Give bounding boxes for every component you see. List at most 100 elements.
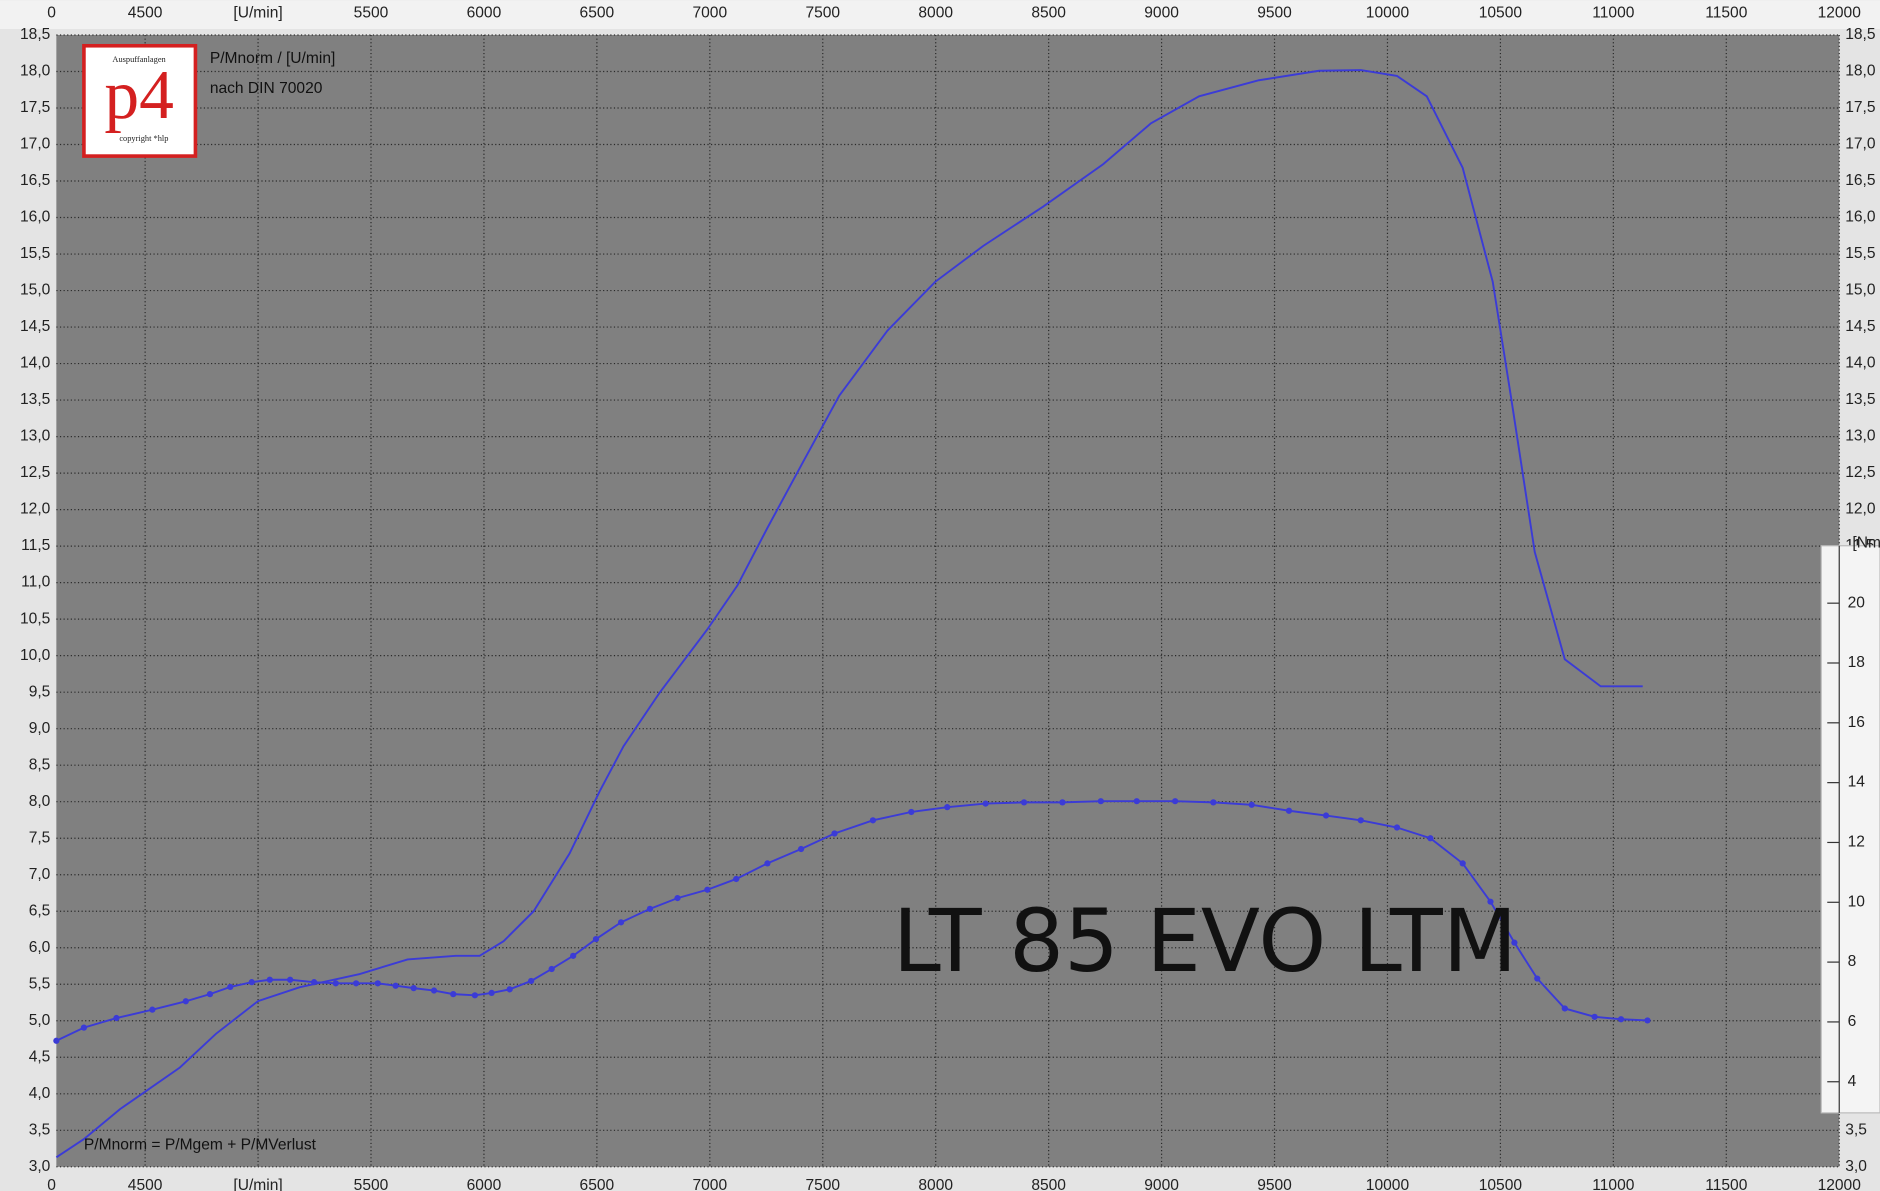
y2-tick-label: 20	[1848, 594, 1866, 611]
y-tick-label: 11,0	[21, 574, 50, 591]
data-point	[733, 875, 740, 883]
data-point	[1322, 812, 1330, 819]
data-point	[1357, 817, 1364, 824]
y2-tick-label: 18	[1848, 654, 1865, 671]
data-point	[310, 979, 318, 986]
data-point	[1210, 799, 1217, 806]
data-point	[506, 986, 513, 993]
x-tick-label: 6500	[580, 1177, 615, 1191]
x-tick-label: 9000	[1144, 5, 1179, 22]
y-tick-label: 12,5	[20, 464, 51, 481]
data-point	[471, 992, 479, 999]
series-line	[55, 69, 1643, 1159]
y-tick-label: 6,0	[29, 939, 51, 956]
y2-tick-label: 12,5	[1845, 464, 1876, 481]
x-tick-label: 10500	[1479, 5, 1523, 22]
y2-tick-label: 8	[1848, 953, 1857, 970]
y-tick-label: 5,0	[29, 1012, 51, 1029]
y-tick-label: 8,0	[29, 793, 51, 810]
y-tick-label: 13,0	[20, 428, 51, 445]
y2-tick-label: 16,0	[1845, 209, 1876, 226]
y2-tick-label: 17,5	[1845, 99, 1876, 116]
y-tick-label: 10,0	[20, 647, 51, 664]
y2-tick-label: 18,5	[1845, 26, 1876, 43]
data-point	[1285, 807, 1293, 814]
data-point	[488, 989, 495, 997]
data-point	[53, 1037, 60, 1044]
data-point	[182, 998, 189, 1005]
y2-tick-label: 16,5	[1845, 172, 1876, 189]
y2-tick-label: 13,5	[1845, 391, 1876, 408]
data-point	[430, 987, 438, 994]
data-point	[1534, 975, 1541, 982]
data-point	[1020, 799, 1028, 806]
x-tick-label: 6000	[467, 1177, 502, 1191]
y2-axis-panel	[1820, 545, 1880, 1114]
y-tick-label: 9,0	[29, 720, 51, 737]
y2-tick-label: 6	[1848, 1013, 1857, 1030]
y-tick-label: 17,5	[20, 99, 51, 116]
data-point	[410, 985, 417, 992]
grid	[56, 34, 1840, 1168]
x-tick-label: 4500	[128, 5, 163, 22]
data-point	[831, 830, 838, 837]
x-tick-label: 10500	[1479, 1177, 1523, 1191]
data-point	[1393, 824, 1401, 831]
data-point	[1511, 939, 1518, 946]
y-tick-label: 10,5	[20, 610, 51, 627]
data-point	[1561, 1005, 1568, 1012]
data-point	[1133, 798, 1140, 805]
x-tick-label: 9500	[1257, 1177, 1292, 1191]
x-tick-label: 7000	[692, 5, 727, 22]
data-point	[227, 983, 234, 991]
y-tick-label: 18,0	[20, 63, 51, 80]
x-tick-label: 11000	[1592, 1177, 1634, 1191]
y2-tick-label: 12,0	[1845, 501, 1876, 518]
data-point	[674, 894, 681, 902]
y2-tick-label: 15,0	[1845, 282, 1876, 299]
y-tick-label: 18,5	[20, 26, 51, 43]
y2-tick-label: 10	[1848, 893, 1866, 910]
x-tick-label: 6500	[580, 5, 615, 22]
y-tick-label: 15,0	[20, 282, 51, 299]
x-tick-label: 8500	[1031, 1177, 1066, 1191]
plot-area	[56, 34, 1840, 1167]
data-point	[248, 979, 255, 986]
data-point	[1487, 898, 1494, 905]
y-tick-label: 5,5	[29, 975, 51, 992]
y2-tick-label: 3,5	[1845, 1121, 1867, 1138]
data-point	[1644, 1017, 1651, 1024]
data-point	[548, 965, 555, 973]
data-point	[332, 980, 339, 987]
x-tick-label: 8500	[1031, 5, 1066, 22]
x-tick-label: 9000	[1144, 1177, 1179, 1191]
y-tick-label: 4,0	[29, 1085, 51, 1102]
y-tick-label: 3,0	[29, 1158, 51, 1175]
data-point	[944, 804, 951, 811]
data-point	[592, 935, 600, 943]
y2-tick-label: 4	[1848, 1073, 1857, 1090]
data-point	[1427, 835, 1434, 842]
data-point	[1459, 860, 1466, 867]
data-point	[266, 976, 273, 983]
x-tick-label: 11500	[1705, 5, 1747, 22]
data-point	[1617, 1016, 1625, 1023]
y2-tick-label: 14,0	[1845, 355, 1876, 372]
data-point	[149, 1006, 156, 1013]
data-point	[617, 919, 625, 926]
corner-label: 0	[47, 1177, 56, 1191]
annotation: P/Mnorm = P/Mgem + P/MVerlust	[84, 1136, 317, 1153]
y2-tick-label: 14,5	[1845, 318, 1876, 335]
y-tick-label: 14,0	[20, 355, 51, 372]
data-point	[206, 990, 214, 998]
x-tick-label: 7500	[805, 1177, 840, 1191]
y2-tick-label: 13,0	[1845, 428, 1876, 445]
y-tick-label: 14,5	[20, 318, 51, 335]
data-point	[352, 980, 360, 987]
y-tick-label: 11,5	[21, 537, 50, 554]
x-tick-label: 12000	[1818, 5, 1862, 22]
data-point	[570, 952, 577, 959]
data-point	[528, 977, 535, 985]
y-tick-label: 16,5	[20, 172, 51, 189]
